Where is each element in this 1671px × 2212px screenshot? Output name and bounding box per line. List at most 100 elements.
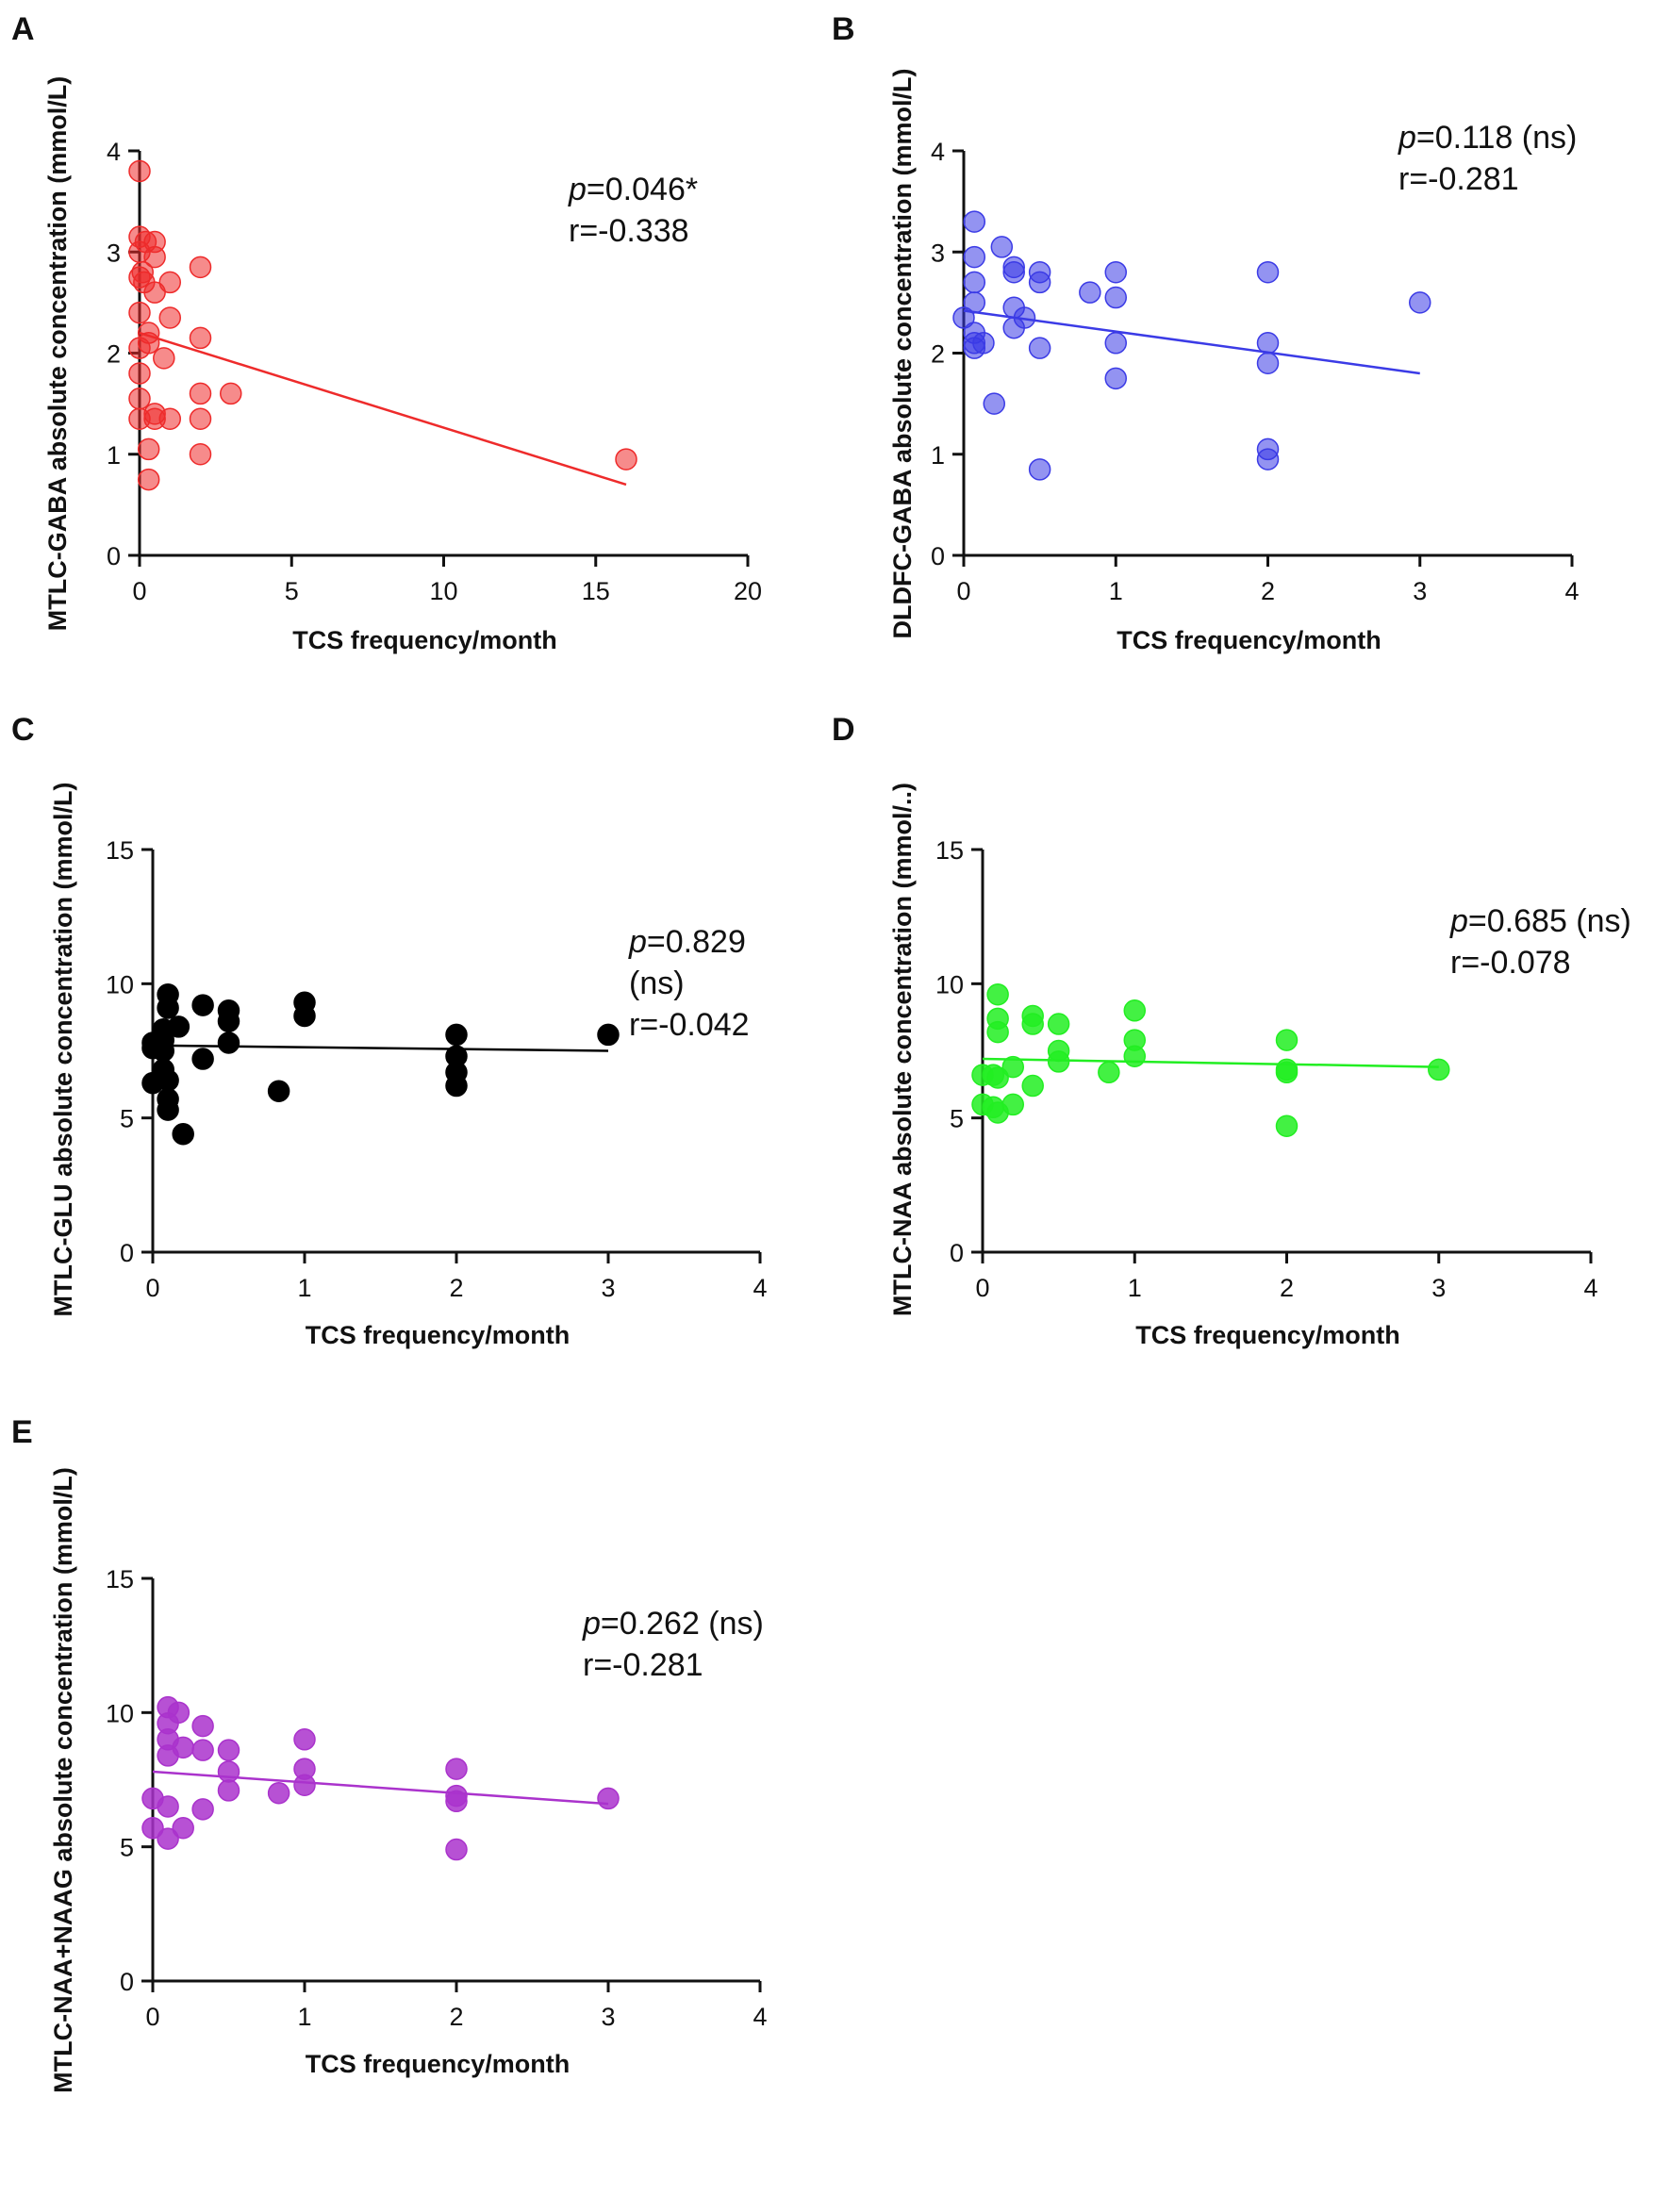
x-tick-label-b: 4 <box>1564 577 1579 605</box>
data-point-d <box>1001 1093 1024 1116</box>
y-tick-label-c: 0 <box>120 1239 134 1267</box>
y-tick-label-b: 0 <box>931 542 945 570</box>
data-point-e <box>445 1838 468 1861</box>
data-point-a <box>128 159 151 183</box>
data-point-d <box>1123 1045 1146 1067</box>
data-point-e <box>445 1790 468 1813</box>
data-point-a <box>158 306 181 329</box>
y-axis-label-a: MTLC-GABA absolute concentration (mmol/L… <box>43 76 72 632</box>
stat-annotation-b: r=-0.281 <box>1398 161 1519 197</box>
x-axis-label-b: TCS frequency/month <box>1117 626 1381 654</box>
stat-annotation-a: r=-0.338 <box>569 213 689 249</box>
x-tick-label-d: 1 <box>1128 1274 1142 1302</box>
x-tick-label-b: 2 <box>1261 577 1275 605</box>
data-point-b <box>1104 332 1127 355</box>
panel-label-e: E <box>11 1414 33 1450</box>
data-point-a <box>143 281 166 304</box>
data-point-e <box>157 1795 179 1818</box>
panel-a: A 0 5 10 15 20 0 1 2 3 4 TCS frequency/month MTLC-GA… <box>11 11 762 654</box>
data-point-c <box>172 1122 194 1146</box>
y-tick-label-a: 3 <box>107 239 121 267</box>
data-point-a <box>143 245 166 269</box>
data-point-a <box>158 407 181 430</box>
x-tick-label-b: 0 <box>956 577 970 605</box>
y-tick-label-d: 10 <box>935 970 964 999</box>
data-point-c <box>217 1032 240 1054</box>
y-tick-label-e: 15 <box>106 1565 134 1593</box>
data-point-b <box>963 245 986 269</box>
data-point-d <box>1275 1114 1299 1137</box>
data-point-e <box>217 1760 240 1783</box>
data-point-b <box>1002 260 1025 284</box>
data-point-b <box>1079 281 1101 304</box>
data-point-e <box>217 1739 240 1761</box>
data-point-e <box>167 1701 190 1725</box>
panel-d: D 0 1 2 3 4 0 5 10 15 TCS frequency/month MTLC-NAA … <box>832 712 1631 1349</box>
x-tick-label-c: 0 <box>145 1274 159 1302</box>
panel-e: E 0 1 2 3 4 0 5 10 15 TCS frequency/month MTLC-NAA+… <box>11 1414 768 2093</box>
y-tick-label-b: 1 <box>931 441 945 470</box>
data-point-b <box>1028 458 1051 481</box>
x-tick-label-d: 0 <box>975 1274 989 1302</box>
data-point-c <box>157 997 179 1019</box>
data-point-d <box>1047 1013 1070 1035</box>
stat-annotation-e: p=0.262 (ns) <box>582 1606 764 1642</box>
x-tick-label-d: 4 <box>1583 1274 1597 1302</box>
x-tick-label-e: 4 <box>753 2003 767 2031</box>
stat-annotation-c: p=0.829 <box>628 924 746 960</box>
y-tick-label-c: 10 <box>106 970 134 999</box>
x-tick-label-b: 3 <box>1413 577 1427 605</box>
data-point-b <box>1013 306 1036 329</box>
data-point-b <box>972 332 995 355</box>
x-tick-label-e: 3 <box>601 2003 615 2031</box>
data-point-b <box>1409 291 1431 314</box>
x-tick-label-b: 1 <box>1109 577 1123 605</box>
data-point-a <box>189 256 212 279</box>
panel-c: C 0 1 2 3 4 0 5 10 15 TCS frequency/month MTLC-GLU … <box>11 712 768 1349</box>
data-point-a <box>158 271 181 294</box>
regression-line-a <box>139 331 627 487</box>
x-axis-label-a: TCS frequency/month <box>292 626 557 654</box>
x-tick-label-d: 3 <box>1431 1274 1446 1302</box>
x-tick-label-c: 4 <box>753 1274 767 1302</box>
y-tick-label-c: 5 <box>120 1105 134 1133</box>
data-point-c <box>191 994 214 1016</box>
data-point-a <box>189 326 212 350</box>
data-point-d <box>1001 1055 1024 1079</box>
data-point-a <box>128 362 151 385</box>
stat-annotation-d: r=-0.078 <box>1450 945 1571 981</box>
data-point-c <box>217 1010 240 1032</box>
y-tick-label-d: 5 <box>950 1105 964 1133</box>
x-tick-label-e: 0 <box>145 2003 159 2031</box>
y-tick-label-c: 15 <box>106 836 134 865</box>
stat-annotation-e: r=-0.281 <box>583 1647 703 1683</box>
y-tick-label-e: 10 <box>106 1699 134 1727</box>
data-point-b <box>1256 352 1280 374</box>
data-point-e <box>267 1781 290 1805</box>
data-point-d <box>1275 1061 1299 1084</box>
x-axis-label-c: TCS frequency/month <box>306 1321 571 1349</box>
data-point-c <box>152 1039 175 1063</box>
x-tick-label-a: 0 <box>132 577 146 605</box>
data-point-e <box>157 1827 179 1850</box>
data-point-b <box>963 210 986 233</box>
stat-annotation-d: p=0.685 (ns) <box>1449 903 1631 939</box>
data-point-c <box>445 1023 468 1047</box>
y-tick-label-b: 2 <box>931 340 945 369</box>
y-tick-label-e: 5 <box>120 1834 134 1862</box>
data-point-e <box>191 1714 214 1738</box>
data-point-d <box>986 1066 1009 1089</box>
data-point-a <box>615 448 637 470</box>
panel-b: B 0 1 2 3 4 0 1 2 3 4 TCS frequency/month DLDFC-GABA… <box>832 11 1580 654</box>
data-point-d <box>1021 1013 1044 1035</box>
data-point-b <box>1256 448 1280 470</box>
stat-annotation-c: r=-0.042 <box>629 1007 750 1043</box>
x-tick-label-c: 2 <box>449 1274 463 1302</box>
y-axis-label-c: MTLC-GLU absolute concentration (mmol/L) <box>49 783 77 1317</box>
data-point-c <box>167 1015 190 1038</box>
panel-label-c: C <box>11 712 35 748</box>
data-point-d <box>1123 999 1146 1022</box>
data-point-b <box>963 271 986 294</box>
data-point-d <box>1098 1061 1120 1084</box>
